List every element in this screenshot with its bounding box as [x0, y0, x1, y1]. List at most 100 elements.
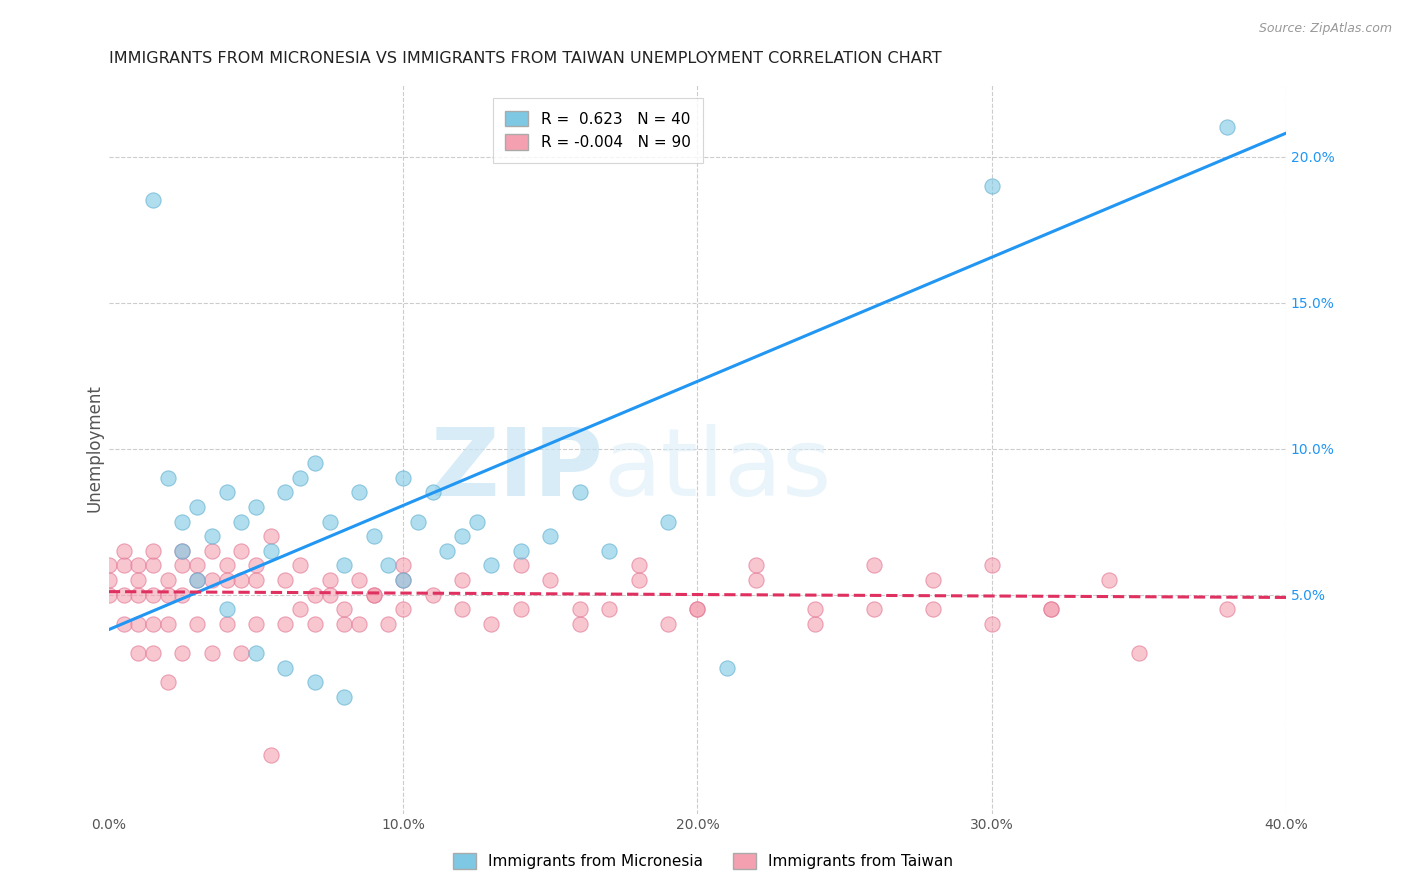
- Point: [231, 573, 253, 587]
- Point: [127, 616, 149, 631]
- Point: [186, 573, 208, 587]
- Point: [509, 543, 531, 558]
- Point: [363, 529, 385, 543]
- Point: [231, 543, 253, 558]
- Legend: Immigrants from Micronesia, Immigrants from Taiwan: Immigrants from Micronesia, Immigrants f…: [447, 847, 959, 875]
- Point: [215, 485, 238, 500]
- Point: [245, 646, 267, 660]
- Point: [186, 616, 208, 631]
- Point: [142, 194, 165, 208]
- Point: [97, 588, 120, 602]
- Point: [863, 602, 886, 616]
- Point: [406, 515, 429, 529]
- Point: [215, 602, 238, 616]
- Point: [686, 602, 709, 616]
- Point: [333, 602, 356, 616]
- Point: [347, 573, 370, 587]
- Point: [245, 500, 267, 514]
- Point: [627, 573, 650, 587]
- Point: [318, 588, 340, 602]
- Point: [980, 178, 1002, 193]
- Point: [231, 646, 253, 660]
- Point: [804, 602, 827, 616]
- Point: [260, 529, 283, 543]
- Point: [318, 573, 340, 587]
- Point: [186, 558, 208, 573]
- Point: [142, 543, 165, 558]
- Point: [245, 573, 267, 587]
- Point: [481, 616, 503, 631]
- Point: [657, 515, 679, 529]
- Point: [201, 573, 224, 587]
- Point: [142, 646, 165, 660]
- Point: [156, 471, 179, 485]
- Point: [172, 558, 194, 573]
- Point: [436, 543, 458, 558]
- Point: [142, 558, 165, 573]
- Point: [304, 675, 326, 690]
- Point: [980, 616, 1002, 631]
- Point: [215, 573, 238, 587]
- Point: [288, 471, 311, 485]
- Point: [172, 646, 194, 660]
- Point: [1216, 120, 1239, 135]
- Point: [392, 573, 415, 587]
- Point: [716, 660, 738, 674]
- Point: [627, 558, 650, 573]
- Point: [921, 573, 943, 587]
- Point: [598, 602, 620, 616]
- Point: [1216, 602, 1239, 616]
- Point: [1098, 573, 1121, 587]
- Point: [465, 515, 488, 529]
- Point: [568, 602, 591, 616]
- Point: [97, 573, 120, 587]
- Point: [304, 616, 326, 631]
- Point: [347, 485, 370, 500]
- Point: [980, 558, 1002, 573]
- Point: [172, 543, 194, 558]
- Point: [377, 558, 399, 573]
- Point: [142, 588, 165, 602]
- Point: [481, 558, 503, 573]
- Point: [186, 573, 208, 587]
- Point: [363, 588, 385, 602]
- Point: [274, 573, 297, 587]
- Point: [127, 588, 149, 602]
- Point: [288, 558, 311, 573]
- Point: [1039, 602, 1062, 616]
- Point: [568, 485, 591, 500]
- Point: [392, 573, 415, 587]
- Text: ZIP: ZIP: [430, 425, 603, 516]
- Point: [347, 616, 370, 631]
- Point: [921, 602, 943, 616]
- Point: [333, 616, 356, 631]
- Point: [304, 588, 326, 602]
- Text: Source: ZipAtlas.com: Source: ZipAtlas.com: [1258, 22, 1392, 36]
- Point: [142, 616, 165, 631]
- Point: [245, 558, 267, 573]
- Point: [304, 456, 326, 470]
- Point: [422, 588, 444, 602]
- Point: [172, 588, 194, 602]
- Point: [657, 616, 679, 631]
- Point: [186, 500, 208, 514]
- Point: [97, 558, 120, 573]
- Point: [451, 529, 474, 543]
- Point: [1128, 646, 1150, 660]
- Point: [745, 573, 768, 587]
- Point: [260, 748, 283, 763]
- Point: [127, 573, 149, 587]
- Point: [288, 602, 311, 616]
- Point: [201, 529, 224, 543]
- Point: [156, 616, 179, 631]
- Point: [201, 543, 224, 558]
- Text: atlas: atlas: [603, 425, 831, 516]
- Point: [568, 616, 591, 631]
- Point: [172, 515, 194, 529]
- Point: [231, 515, 253, 529]
- Point: [333, 558, 356, 573]
- Point: [745, 558, 768, 573]
- Point: [274, 616, 297, 631]
- Point: [392, 602, 415, 616]
- Point: [156, 573, 179, 587]
